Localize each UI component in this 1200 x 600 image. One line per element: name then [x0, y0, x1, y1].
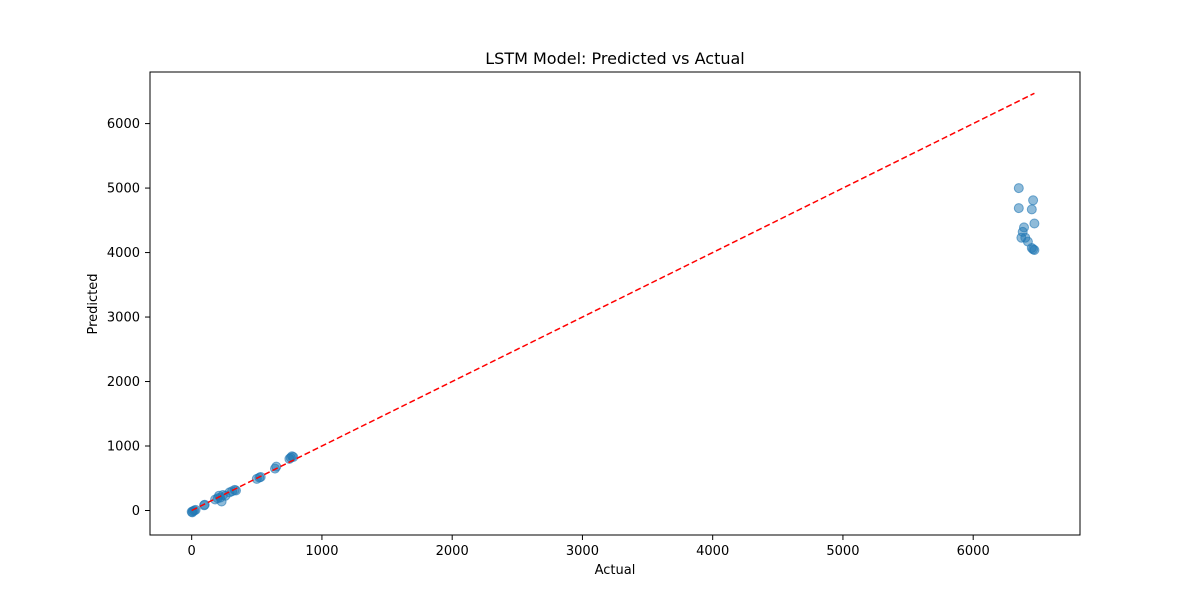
scatter-point: [187, 507, 198, 518]
x-axis-label: Actual: [595, 563, 636, 578]
x-tick-label: 5000: [826, 544, 859, 559]
reference-line: [191, 92, 1035, 512]
scatter-point: [1013, 203, 1024, 214]
y-tick-label: 2000: [107, 375, 140, 390]
x-tick-label: 0: [188, 544, 196, 559]
reference-line-layer: [191, 92, 1035, 512]
x-tick-label: 3000: [566, 544, 599, 559]
y-tick-label: 0: [132, 504, 140, 519]
points-layer: [186, 183, 1040, 518]
plot-frame: [149, 71, 1081, 536]
scatter-point: [1029, 218, 1040, 229]
y-axis-ticks: 0 1000 2000 3000 4000 5000 6000: [107, 117, 150, 519]
scatter-point: [1028, 195, 1039, 206]
y-tick-label: 6000: [107, 117, 140, 132]
scatter-point: [1029, 245, 1040, 255]
y-tick-label: 3000: [107, 311, 140, 326]
scatter-point: [1026, 204, 1037, 215]
x-tick-label: 4000: [696, 544, 729, 559]
x-tick-label: 2000: [436, 544, 469, 559]
scatter-point: [231, 485, 241, 496]
scatter-point: [288, 452, 299, 462]
y-tick-label: 5000: [107, 182, 140, 197]
x-tick-label: 6000: [957, 544, 990, 559]
x-axis-ticks: 0 1000 2000 3000 4000 5000 6000: [188, 535, 990, 559]
scatter-point: [1013, 183, 1024, 194]
y-axis-label: Predicted: [86, 273, 101, 334]
y-tick-label: 4000: [107, 246, 140, 261]
chart-title: LSTM Model: Predicted vs Actual: [485, 49, 744, 68]
y-tick-label: 1000: [107, 440, 140, 455]
x-tick-label: 1000: [305, 544, 338, 559]
